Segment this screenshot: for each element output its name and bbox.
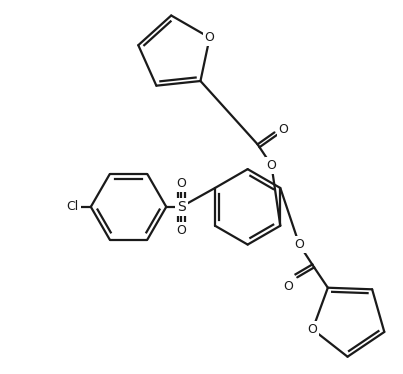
Text: O: O — [308, 323, 318, 336]
Text: O: O — [266, 159, 276, 172]
Text: O: O — [294, 238, 304, 251]
Text: O: O — [176, 177, 186, 190]
Text: O: O — [283, 280, 293, 293]
Text: O: O — [176, 224, 186, 237]
Text: Cl: Cl — [66, 200, 79, 213]
Text: S: S — [177, 200, 185, 214]
Text: O: O — [205, 31, 214, 44]
Text: O: O — [278, 123, 288, 136]
